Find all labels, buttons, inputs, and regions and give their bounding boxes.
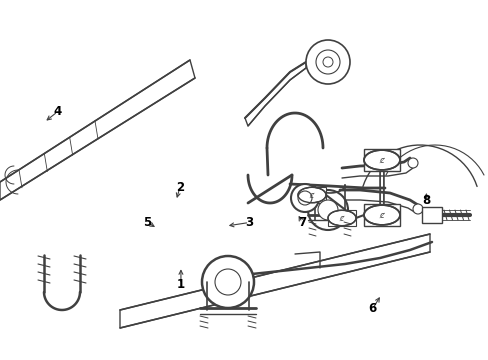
FancyBboxPatch shape [421,207,441,223]
Ellipse shape [363,150,399,170]
FancyBboxPatch shape [363,149,399,171]
Text: ȼ: ȼ [309,190,313,199]
Ellipse shape [327,210,355,226]
Text: 2: 2 [176,181,183,194]
Text: 4: 4 [54,105,61,118]
FancyBboxPatch shape [363,204,399,226]
Circle shape [323,57,332,67]
Text: ȼ: ȼ [379,156,384,165]
Polygon shape [244,62,305,126]
Circle shape [297,191,311,205]
FancyBboxPatch shape [297,187,325,203]
Ellipse shape [297,187,325,203]
Text: 3: 3 [245,216,253,229]
Circle shape [307,190,347,230]
Polygon shape [120,234,429,328]
Text: 1: 1 [177,278,184,291]
Text: 8: 8 [422,194,429,207]
Polygon shape [0,60,195,200]
Ellipse shape [363,205,399,225]
FancyBboxPatch shape [327,210,355,226]
Circle shape [202,256,253,308]
Text: ȼ: ȼ [339,213,344,222]
Text: 6: 6 [368,302,376,315]
Circle shape [215,269,241,295]
Text: 7: 7 [298,216,305,229]
Circle shape [305,40,349,84]
Text: ȼ: ȼ [379,211,384,220]
Circle shape [315,50,339,74]
Circle shape [317,200,337,220]
Text: 5: 5 [143,216,151,229]
Circle shape [290,184,318,212]
Circle shape [412,204,422,214]
Circle shape [407,158,417,168]
